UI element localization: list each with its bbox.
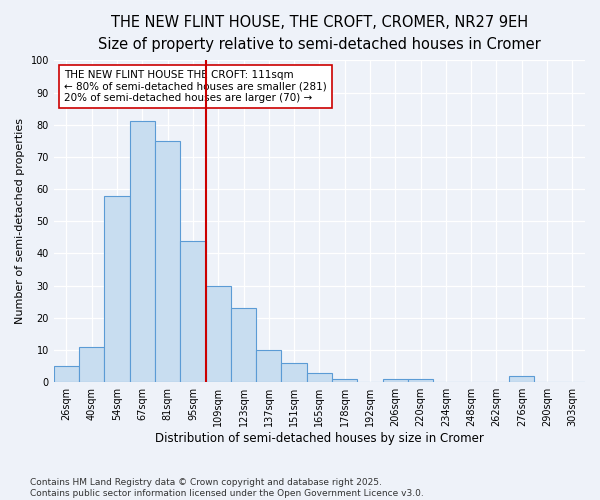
- Bar: [256, 350, 281, 382]
- Y-axis label: Number of semi-detached properties: Number of semi-detached properties: [15, 118, 25, 324]
- Bar: [332, 379, 358, 382]
- Title: THE NEW FLINT HOUSE, THE CROFT, CROMER, NR27 9EH
Size of property relative to se: THE NEW FLINT HOUSE, THE CROFT, CROMER, …: [98, 15, 541, 52]
- Bar: [79, 347, 104, 382]
- Bar: [408, 379, 433, 382]
- Bar: [54, 366, 79, 382]
- X-axis label: Distribution of semi-detached houses by size in Cromer: Distribution of semi-detached houses by …: [155, 432, 484, 445]
- Text: Contains HM Land Registry data © Crown copyright and database right 2025.
Contai: Contains HM Land Registry data © Crown c…: [30, 478, 424, 498]
- Bar: [307, 372, 332, 382]
- Bar: [155, 141, 180, 382]
- Bar: [104, 196, 130, 382]
- Bar: [509, 376, 535, 382]
- Bar: [281, 363, 307, 382]
- Bar: [383, 379, 408, 382]
- Bar: [231, 308, 256, 382]
- Bar: [130, 122, 155, 382]
- Bar: [180, 240, 206, 382]
- Text: THE NEW FLINT HOUSE THE CROFT: 111sqm
← 80% of semi-detached houses are smaller : THE NEW FLINT HOUSE THE CROFT: 111sqm ← …: [64, 70, 327, 103]
- Bar: [206, 286, 231, 382]
